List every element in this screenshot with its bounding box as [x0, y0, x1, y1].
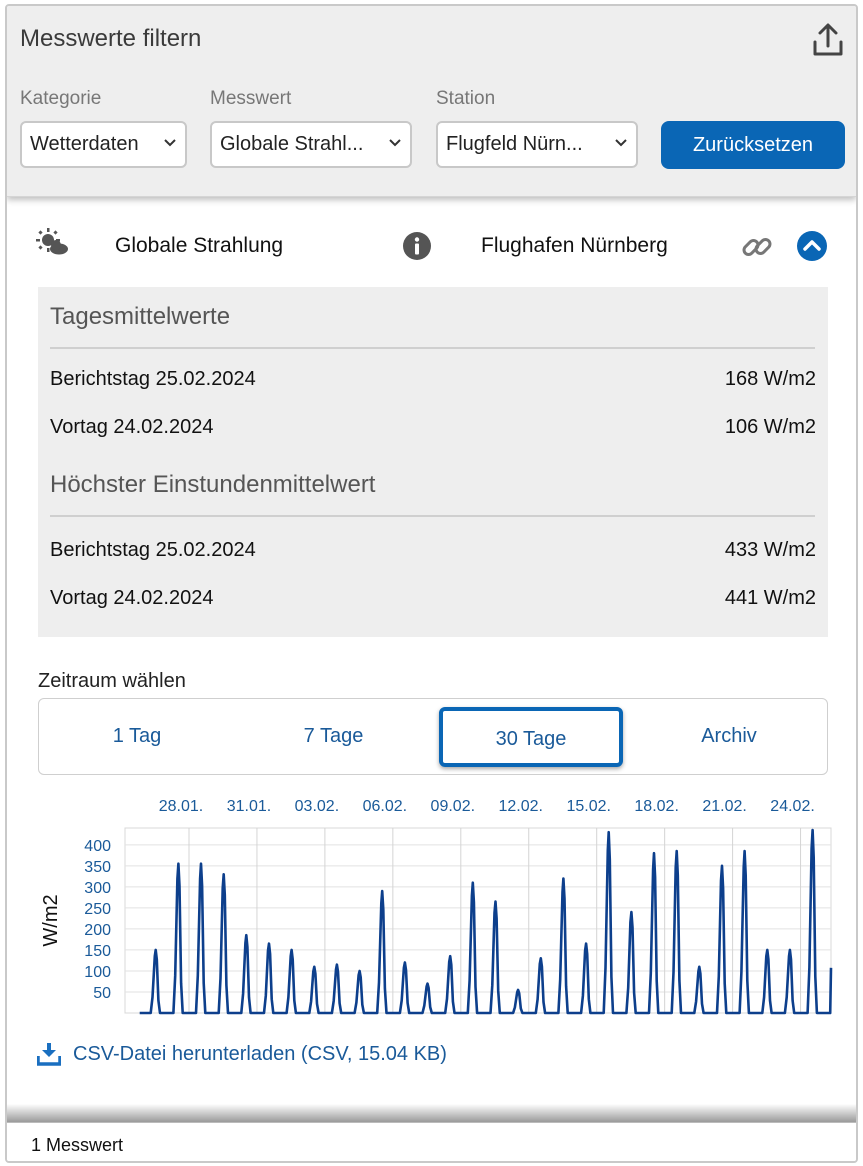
- station-name: Flughafen Nürnberg: [481, 234, 668, 257]
- measurement-name: Globale Strahlung: [115, 234, 284, 257]
- filter-panel: Messwerte filtern Kategorie Messwert Sta…: [7, 6, 856, 197]
- x-tick-label: 15.02.: [566, 798, 610, 815]
- kategorie-select-value: Wetterdaten: [30, 133, 139, 155]
- y-tick-label: 100: [84, 964, 111, 981]
- daily-mean-prev-value: 106 W/m2: [724, 416, 816, 438]
- hourly-max-report-value: 433 W/m2: [724, 539, 816, 561]
- chevron-down-icon: [615, 139, 627, 147]
- divider: [50, 515, 815, 517]
- x-tick-label: 31.01.: [227, 798, 271, 815]
- station-select-value: Flugfeld Nürn...: [446, 133, 583, 155]
- hourly-max-report-label: Berichtstag 25.02.2024: [50, 539, 256, 561]
- tab-7-tage[interactable]: 7 Tage: [303, 725, 364, 747]
- measurement-card-header: Globale Strahlung Flughafen Nürnberg: [7, 218, 856, 278]
- x-tick-label: 21.02.: [702, 798, 746, 815]
- y-tick-label: 300: [84, 880, 111, 897]
- csv-download-label: CSV-Datei herunterladen (CSV, 15.04 KB): [73, 1043, 447, 1065]
- hourly-max-prev-value: 441 W/m2: [724, 587, 816, 609]
- chevron-up-icon[interactable]: [796, 230, 828, 262]
- y-tick-label: 350: [84, 859, 111, 876]
- x-tick-label: 03.02.: [295, 798, 339, 815]
- kategorie-select[interactable]: Wetterdaten: [20, 121, 187, 168]
- y-tick-label: 150: [84, 943, 111, 960]
- daily-mean-report-label: Berichtstag 25.02.2024: [50, 368, 256, 390]
- x-tick-label: 24.02.: [770, 798, 814, 815]
- daily-mean-heading: Tagesmittelwerte: [50, 303, 231, 330]
- tab-archiv[interactable]: Archiv: [701, 725, 757, 747]
- x-tick-label: 28.01.: [159, 798, 203, 815]
- y-tick-label: 50: [93, 985, 111, 1002]
- station-label: Station: [436, 88, 496, 109]
- x-tick-label: 12.02.: [499, 798, 543, 815]
- filter-title: Messwerte filtern: [20, 25, 202, 52]
- daily-mean-prev-label: Vortag 24.02.2024: [50, 416, 214, 438]
- result-count: 1 Messwert: [31, 1135, 124, 1155]
- series-line: [139, 828, 833, 1015]
- range-selector: 1 Tag 7 Tage 30 Tage Archiv: [38, 698, 828, 775]
- x-tick-label: 18.02.: [634, 798, 678, 815]
- range-label: Zeitraum wählen: [38, 670, 186, 692]
- link-icon[interactable]: [740, 230, 774, 264]
- stats-box: Tagesmittelwerte Berichtstag 25.02.2024 …: [38, 287, 828, 637]
- kategorie-label: Kategorie: [20, 88, 102, 109]
- footer-bar: 1 Messwert: [7, 1122, 856, 1161]
- daily-mean-report-value: 168 W/m2: [724, 368, 816, 390]
- footer-shadow: [7, 1104, 856, 1122]
- download-icon: [37, 1043, 61, 1066]
- hourly-max-heading: Höchster Einstundenmittelwert: [50, 471, 376, 498]
- messwert-label: Messwert: [210, 88, 292, 109]
- share-upload-icon[interactable]: [810, 22, 846, 58]
- info-icon[interactable]: [402, 231, 432, 261]
- radiation-chart: 50 100 150 200 250 300 350 400 28.01. 31.01. 03.02…: [40, 798, 833, 1015]
- station-select[interactable]: Flugfeld Nürn...: [436, 121, 638, 168]
- tab-30-tage[interactable]: 30 Tage: [439, 707, 623, 767]
- messwert-select-value: Globale Strahl...: [220, 133, 364, 155]
- chevron-down-icon: [389, 139, 401, 147]
- x-tick-label: 09.02.: [431, 798, 475, 815]
- messwert-select[interactable]: Globale Strahl...: [210, 121, 412, 168]
- chevron-down-icon: [164, 139, 176, 147]
- reset-button[interactable]: Zurücksetzen: [661, 121, 845, 169]
- x-tick-label: 06.02.: [363, 798, 407, 815]
- y-tick-label: 200: [84, 922, 111, 939]
- hourly-max-prev-label: Vortag 24.02.2024: [50, 587, 214, 609]
- divider: [50, 347, 815, 349]
- weather-sun-cloud-icon: [36, 228, 68, 255]
- y-axis-label: W/m2: [40, 894, 62, 946]
- y-tick-label: 250: [84, 901, 111, 918]
- tab-1-tag[interactable]: 1 Tag: [112, 725, 162, 747]
- y-tick-label: 400: [84, 838, 111, 855]
- widget-frame: Messwerte filtern Kategorie Messwert Sta…: [5, 4, 858, 1163]
